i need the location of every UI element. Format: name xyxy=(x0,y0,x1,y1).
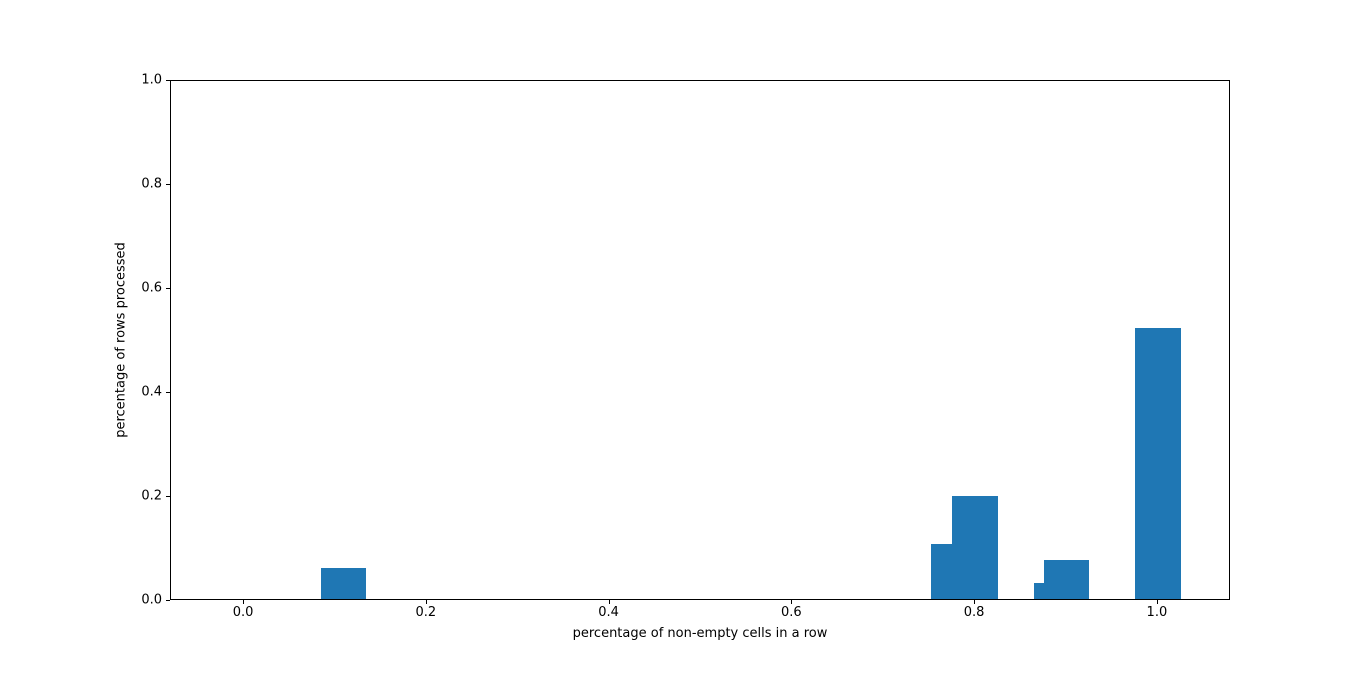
x-tick-label: 0.4 xyxy=(598,605,619,620)
histogram-bar xyxy=(1043,559,1090,600)
y-tick-mark xyxy=(166,496,170,497)
histogram-bar xyxy=(320,567,367,600)
plot-area xyxy=(170,80,1230,600)
y-tick-label: 0.4 xyxy=(141,384,162,400)
histogram-bar xyxy=(952,496,998,600)
x-tick-mark xyxy=(243,600,245,604)
y-tick-label: 0.2 xyxy=(141,488,162,504)
y-tick-label: 0.0 xyxy=(141,592,162,608)
x-tick-mark xyxy=(608,600,610,604)
y-tick-label: 0.6 xyxy=(141,280,162,296)
y-tick-label: 1.0 xyxy=(141,72,162,88)
x-tick-mark xyxy=(974,600,976,604)
y-tick-mark xyxy=(166,288,170,289)
y-tick-mark xyxy=(166,392,170,393)
y-tick-label: 0.8 xyxy=(141,176,162,192)
y-tick-mark xyxy=(166,600,170,601)
y-tick-mark xyxy=(166,80,170,81)
x-tick-label: 0.6 xyxy=(781,605,802,620)
x-tick-label: 0.2 xyxy=(415,605,437,620)
histogram-bar xyxy=(1134,328,1181,600)
x-tick-mark xyxy=(1156,600,1158,604)
x-tick-mark xyxy=(791,600,793,604)
x-tick-mark xyxy=(425,600,427,604)
x-tick-label: 1.0 xyxy=(1146,605,1168,620)
y-axis-label: percentage of rows processed xyxy=(113,242,129,438)
x-axis-label: percentage of non-empty cells in a row xyxy=(572,626,828,641)
y-tick-mark xyxy=(166,184,170,185)
x-tick-label: 0.0 xyxy=(232,605,254,620)
x-tick-label: 0.8 xyxy=(963,605,985,620)
